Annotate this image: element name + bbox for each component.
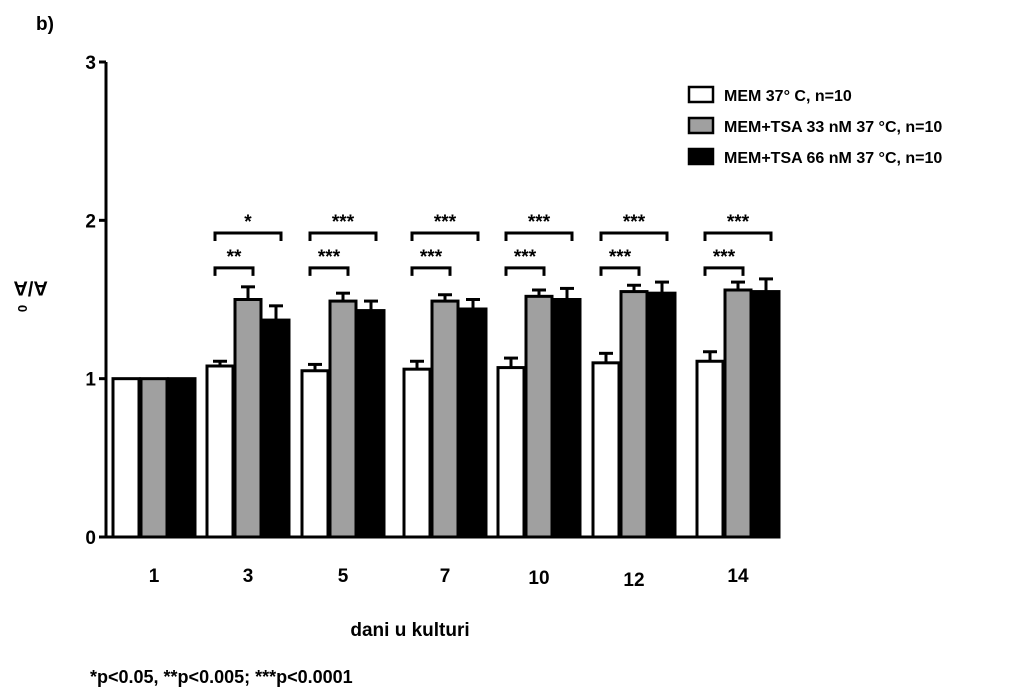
significance-bracket xyxy=(410,231,480,241)
bar xyxy=(111,377,141,539)
significance-label: *** xyxy=(713,247,736,268)
significance-bracket xyxy=(599,231,669,241)
significance-bracket xyxy=(308,231,378,241)
legend-label: MEM+TSA 33 nM 37 °C, n=10 xyxy=(724,119,942,136)
bar xyxy=(402,367,432,539)
legend-swatch xyxy=(687,85,715,104)
significance-label: *** xyxy=(609,247,632,268)
significance-bracket xyxy=(599,266,641,276)
bar xyxy=(647,291,677,539)
panel-label: b) xyxy=(36,14,54,35)
significance-label: *** xyxy=(420,247,443,268)
significance-label: *** xyxy=(528,212,551,233)
significance-label: *** xyxy=(514,247,537,268)
bar xyxy=(524,294,554,539)
significance-label: * xyxy=(244,212,252,233)
significance-bracket xyxy=(504,231,574,241)
bar xyxy=(261,318,291,539)
x-tick-label: 14 xyxy=(727,566,749,587)
y-tick-label: 0 xyxy=(85,528,96,549)
significance-bracket xyxy=(308,266,350,276)
significance-bracket xyxy=(703,231,773,241)
significance-footnote: *p<0.05, **p<0.005; ***p<0.0001 xyxy=(90,667,353,687)
legend-label: MEM 37° C, n=10 xyxy=(724,88,852,105)
bar xyxy=(619,290,649,539)
bar xyxy=(356,309,386,539)
x-tick-label: 7 xyxy=(440,566,451,587)
bar xyxy=(233,298,263,539)
bar xyxy=(458,307,488,539)
legend-swatch xyxy=(687,147,715,166)
bar xyxy=(591,361,621,539)
bar xyxy=(430,299,460,539)
bar xyxy=(552,298,582,539)
bar xyxy=(328,299,358,539)
significance-label: *** xyxy=(318,247,341,268)
y-tick-label: 3 xyxy=(85,53,96,74)
bar xyxy=(205,364,235,539)
significance-label: *** xyxy=(332,212,355,233)
y-tick-label: 2 xyxy=(85,211,96,232)
significance-bracket xyxy=(703,266,745,276)
x-tick-label: 1 xyxy=(149,566,160,587)
bar xyxy=(751,290,781,539)
significance-label: *** xyxy=(727,212,750,233)
bar xyxy=(723,288,753,539)
significance-bracket xyxy=(410,266,452,276)
bar xyxy=(167,377,197,539)
legend-label: MEM+TSA 66 nM 37 °C, n=10 xyxy=(724,150,942,167)
y-tick-label: 1 xyxy=(85,370,96,391)
bar xyxy=(300,369,330,539)
bar xyxy=(695,359,725,539)
significance-label: *** xyxy=(434,212,457,233)
x-tick-label: 5 xyxy=(338,566,349,587)
significance-bracket xyxy=(504,266,546,276)
significance-bracket xyxy=(213,231,283,241)
legend-swatch xyxy=(687,116,715,135)
significance-bracket xyxy=(213,266,255,276)
significance-label: *** xyxy=(623,212,646,233)
x-tick-label: 10 xyxy=(528,568,549,589)
bar xyxy=(139,377,169,539)
significance-label: ** xyxy=(227,247,242,268)
x-axis-label: dani u kulturi xyxy=(350,620,470,641)
x-tick-label: 3 xyxy=(243,566,254,587)
x-tick-label: 12 xyxy=(623,570,644,591)
bar xyxy=(496,366,526,539)
